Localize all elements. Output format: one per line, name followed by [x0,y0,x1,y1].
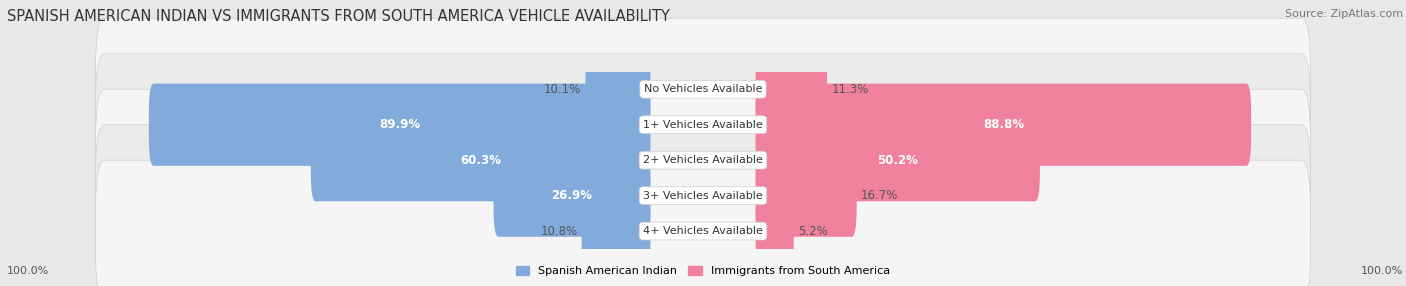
Text: 2+ Vehicles Available: 2+ Vehicles Available [643,155,763,165]
Text: 4+ Vehicles Available: 4+ Vehicles Available [643,226,763,236]
Text: 100.0%: 100.0% [7,266,49,276]
Text: 3+ Vehicles Available: 3+ Vehicles Available [643,191,763,200]
FancyBboxPatch shape [582,190,651,272]
Text: Source: ZipAtlas.com: Source: ZipAtlas.com [1285,9,1403,19]
Text: 5.2%: 5.2% [799,225,828,238]
Text: 10.8%: 10.8% [540,225,578,238]
FancyBboxPatch shape [755,190,794,272]
Text: 1+ Vehicles Available: 1+ Vehicles Available [643,120,763,130]
FancyBboxPatch shape [96,160,1310,286]
FancyBboxPatch shape [755,119,1040,201]
Text: 50.2%: 50.2% [877,154,918,167]
FancyBboxPatch shape [755,154,856,237]
Legend: Spanish American Indian, Immigrants from South America: Spanish American Indian, Immigrants from… [512,261,894,281]
FancyBboxPatch shape [149,84,651,166]
Text: 16.7%: 16.7% [860,189,898,202]
Text: SPANISH AMERICAN INDIAN VS IMMIGRANTS FROM SOUTH AMERICA VEHICLE AVAILABILITY: SPANISH AMERICAN INDIAN VS IMMIGRANTS FR… [7,9,669,23]
FancyBboxPatch shape [755,84,1251,166]
FancyBboxPatch shape [494,154,651,237]
FancyBboxPatch shape [96,54,1310,196]
Text: 26.9%: 26.9% [551,189,592,202]
FancyBboxPatch shape [96,125,1310,267]
Text: 100.0%: 100.0% [1361,266,1403,276]
Text: 89.9%: 89.9% [380,118,420,131]
FancyBboxPatch shape [311,119,651,201]
Text: 60.3%: 60.3% [460,154,501,167]
Text: 11.3%: 11.3% [831,83,869,96]
FancyBboxPatch shape [96,18,1310,160]
Text: No Vehicles Available: No Vehicles Available [644,84,762,94]
FancyBboxPatch shape [755,48,827,130]
Text: 10.1%: 10.1% [544,83,581,96]
FancyBboxPatch shape [585,48,651,130]
Text: 88.8%: 88.8% [983,118,1024,131]
FancyBboxPatch shape [96,89,1310,231]
